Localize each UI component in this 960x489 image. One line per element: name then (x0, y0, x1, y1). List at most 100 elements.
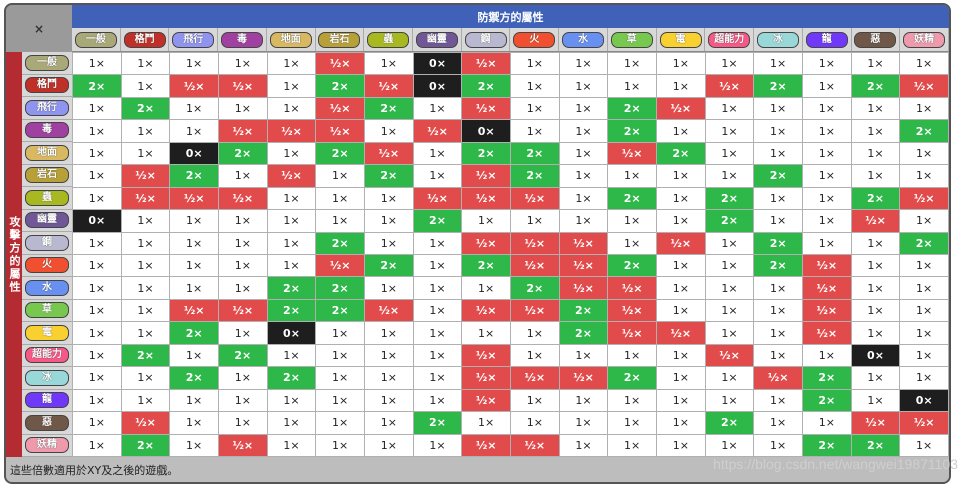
type-badge[interactable]: 水 (562, 31, 605, 48)
type-badge[interactable]: 超能力 (25, 347, 69, 364)
type-badge[interactable]: 冰 (756, 31, 799, 48)
effectiveness-cell: 1× (365, 412, 413, 434)
effectiveness-cell: 1× (170, 232, 218, 254)
effectiveness-cell: 1× (365, 210, 413, 232)
effectiveness-cell: 2× (316, 299, 364, 322)
type-badge[interactable]: 幽靈 (415, 31, 458, 48)
effectiveness-cell: 0× (413, 75, 462, 97)
effectiveness-cell: 1× (73, 299, 121, 322)
effectiveness-cell: 1× (754, 344, 802, 367)
effectiveness-cell: ½× (511, 434, 559, 456)
type-badge[interactable]: 草 (25, 302, 69, 319)
effectiveness-cell: 1× (705, 232, 754, 254)
type-badge[interactable]: 蟲 (367, 31, 410, 48)
effectiveness-cell: 1× (219, 389, 267, 412)
effectiveness-cell: 2× (754, 75, 802, 97)
type-badge[interactable]: 岩石 (25, 167, 69, 184)
effectiveness-cell: 1× (657, 255, 705, 277)
effectiveness-cell: 1× (121, 53, 170, 75)
effectiveness-cell: 1× (365, 434, 413, 456)
type-badge[interactable]: 火 (513, 31, 556, 48)
effectiveness-cell: ½× (900, 412, 948, 434)
effectiveness-cell: ½× (705, 75, 754, 97)
type-badge[interactable]: 超能力 (708, 31, 751, 48)
type-badge[interactable]: 水 (25, 279, 69, 296)
type-badge[interactable]: 幽靈 (25, 212, 69, 229)
effectiveness-cell: 1× (900, 255, 948, 277)
type-badge[interactable]: 龍 (805, 31, 848, 48)
effectiveness-cell: 2× (121, 344, 170, 367)
effectiveness-cell: 1× (170, 412, 218, 434)
type-badge[interactable]: 飛行 (25, 99, 69, 116)
type-badge[interactable]: 一般 (25, 54, 69, 71)
effectiveness-cell: 1× (219, 412, 267, 434)
effectiveness-cell: 1× (73, 255, 121, 277)
effectiveness-cell: ½× (511, 367, 559, 389)
type-badge[interactable]: 電 (659, 31, 702, 48)
effectiveness-cell: ½× (803, 299, 851, 322)
type-badge[interactable]: 毒 (221, 31, 264, 48)
type-badge[interactable]: 妖精 (25, 437, 69, 454)
effectiveness-cell: 1× (365, 120, 413, 142)
effectiveness-cell: 1× (754, 97, 802, 120)
effectiveness-cell: ½× (608, 322, 656, 344)
effectiveness-cell: 1× (316, 434, 364, 456)
type-badge[interactable]: 妖精 (903, 31, 946, 48)
type-badge[interactable]: 地面 (25, 144, 69, 161)
type-badge[interactable]: 格鬥 (25, 77, 69, 94)
type-badge[interactable]: 飛行 (172, 31, 215, 48)
defending-type-0: 一般 (72, 28, 121, 51)
effectiveness-cell: 1× (803, 75, 851, 97)
effectiveness-cell: 2× (219, 344, 267, 367)
type-badge[interactable]: 地面 (269, 31, 312, 48)
effectiveness-cell: 1× (316, 344, 364, 367)
effectiveness-cell: 1× (462, 322, 510, 344)
effectiveness-cell: ½× (803, 277, 851, 299)
effectiveness-cell: 1× (73, 322, 121, 344)
effectiveness-cell: 1× (851, 97, 900, 120)
effectiveness-cell: ½× (511, 299, 559, 322)
effectiveness-cell: 1× (511, 97, 559, 120)
effectiveness-cell: ½× (219, 187, 267, 210)
effectiveness-cell: ½× (803, 255, 851, 277)
effectiveness-cell: 2× (608, 120, 656, 142)
type-badge[interactable]: 惡 (854, 31, 897, 48)
type-badge[interactable]: 鋼 (25, 234, 69, 251)
effectiveness-cell: ½× (657, 97, 705, 120)
effectiveness-cell: ½× (851, 412, 900, 434)
footer-note: 這些倍數適用於XY及之後的遊戲。 (6, 457, 949, 482)
effectiveness-cell: 1× (705, 97, 754, 120)
effectiveness-cell: 1× (267, 255, 316, 277)
effectiveness-cell: 1× (219, 322, 267, 344)
type-badge[interactable]: 草 (610, 31, 653, 48)
type-badge[interactable]: 冰 (25, 369, 69, 386)
effectiveness-cell: 1× (121, 232, 170, 254)
type-badge[interactable]: 龍 (25, 392, 69, 409)
effectiveness-cell: 0× (900, 389, 948, 412)
type-badge[interactable]: 惡 (25, 414, 69, 431)
effectiveness-cell: 1× (803, 412, 851, 434)
type-badge[interactable]: 格鬥 (123, 31, 166, 48)
effectiveness-cell: 1× (754, 53, 802, 75)
type-badge[interactable]: 鋼 (464, 31, 507, 48)
effectiveness-cell: ½× (365, 299, 413, 322)
corner-cell: × (6, 5, 72, 52)
effectiveness-cell: 1× (219, 255, 267, 277)
type-badge[interactable]: 岩石 (318, 31, 361, 48)
type-badge[interactable]: 火 (25, 257, 69, 274)
effectiveness-cell: 1× (900, 97, 948, 120)
effectiveness-cell: ½× (511, 187, 559, 210)
effectiveness-cell: ½× (219, 299, 267, 322)
effectiveness-cell: 1× (705, 434, 754, 456)
effectiveness-cell: 2× (462, 255, 510, 277)
effectiveness-cell: 2× (170, 367, 218, 389)
effectiveness-cell: 1× (900, 322, 948, 344)
type-badge[interactable]: 毒 (25, 122, 69, 139)
type-badge[interactable]: 一般 (74, 31, 117, 48)
type-badge[interactable]: 蟲 (25, 189, 69, 206)
effectiveness-cell: ½× (462, 367, 510, 389)
effectiveness-cell: 2× (851, 434, 900, 456)
effectiveness-cell: 1× (219, 367, 267, 389)
type-badge[interactable]: 電 (25, 324, 69, 341)
effectiveness-cell: 1× (365, 277, 413, 299)
